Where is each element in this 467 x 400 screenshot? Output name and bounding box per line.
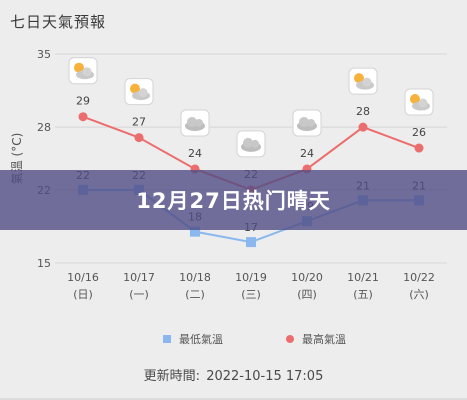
- cloudy-icon: [236, 130, 266, 158]
- legend-label-high: 最高氣溫: [302, 333, 346, 346]
- divider: [0, 398, 467, 400]
- cloud-puff: [362, 77, 372, 87]
- cloud-puff: [243, 137, 253, 148]
- cloud-puff: [418, 98, 428, 108]
- x-tick-label: 10/16: [67, 271, 99, 284]
- y-tick-label: 28: [37, 121, 51, 134]
- partly-cloudy-icon: [404, 88, 434, 116]
- partly-cloudy-icon: [124, 78, 154, 106]
- x-tick-sublabel: (二): [185, 288, 205, 301]
- chart-legend: 最低氣溫 最高氣溫: [0, 331, 467, 349]
- temperature-chart: 15222835氣溫 (°C)10/16(日)10/17(一)10/18(二)1…: [10, 48, 447, 301]
- x-tick-sublabel: (六): [409, 288, 429, 301]
- sun-shape: [130, 83, 140, 94]
- page-title: 七日天氣預報: [10, 13, 107, 31]
- high-data-label: 29: [76, 95, 90, 108]
- low-point: [190, 226, 200, 237]
- high-data-label: 24: [300, 147, 314, 160]
- cloud-puff: [307, 118, 315, 127]
- x-tick-sublabel: (日): [73, 288, 93, 301]
- cloud-puff: [82, 67, 92, 77]
- partly-cloudy-icon: [68, 57, 98, 85]
- partly-cloudy-icon: [348, 67, 378, 95]
- x-tick-sublabel: (一): [129, 288, 149, 301]
- x-tick-label: 10/19: [235, 271, 267, 284]
- cloud-puff: [251, 139, 259, 148]
- sun-shape: [410, 94, 420, 105]
- high-data-label: 26: [412, 126, 426, 139]
- high-data-label: 28: [356, 105, 370, 118]
- updated-time-label: 更新時間:: [143, 369, 201, 384]
- sun-shape: [74, 62, 84, 73]
- cloud-puff: [195, 118, 203, 127]
- legend-item-high[interactable]: 最高氣溫: [286, 331, 346, 347]
- high-point: [78, 112, 88, 122]
- high-data-label: 24: [188, 147, 202, 160]
- legend-square-marker-icon: [163, 335, 171, 343]
- sun-shape: [354, 73, 364, 84]
- high-point: [134, 133, 144, 143]
- cloudy-icon: [180, 109, 210, 137]
- legend-item-low[interactable]: 最低氣溫: [163, 331, 223, 347]
- cloud-puff: [187, 116, 197, 127]
- y-tick-label: 15: [37, 257, 51, 270]
- cloud-puff: [299, 116, 309, 127]
- legend-circle-marker-icon: [286, 335, 294, 343]
- legend-label-low: 最低氣溫: [179, 333, 223, 346]
- x-tick-label: 10/20: [291, 271, 323, 284]
- promo-banner: 12月27日热门晴天: [0, 170, 467, 230]
- x-tick-sublabel: (五): [353, 288, 373, 301]
- high-point: [414, 143, 424, 153]
- x-tick-label: 10/21: [347, 271, 379, 284]
- updated-time-value: 2022-10-15 17:05: [206, 369, 324, 384]
- updated-time: 更新時間: 2022-10-15 17:05: [0, 365, 467, 384]
- x-tick-sublabel: (四): [297, 288, 317, 301]
- y-tick-label: 35: [37, 48, 51, 61]
- x-tick-label: 10/18: [179, 271, 211, 284]
- high-data-label: 27: [132, 116, 146, 129]
- x-tick-label: 10/17: [123, 271, 155, 284]
- cloudy-icon: [292, 109, 322, 137]
- x-tick-sublabel: (三): [241, 288, 261, 301]
- x-tick-label: 10/22: [403, 271, 435, 284]
- low-point: [246, 237, 256, 248]
- high-point: [358, 122, 368, 132]
- cloud-puff: [138, 88, 148, 98]
